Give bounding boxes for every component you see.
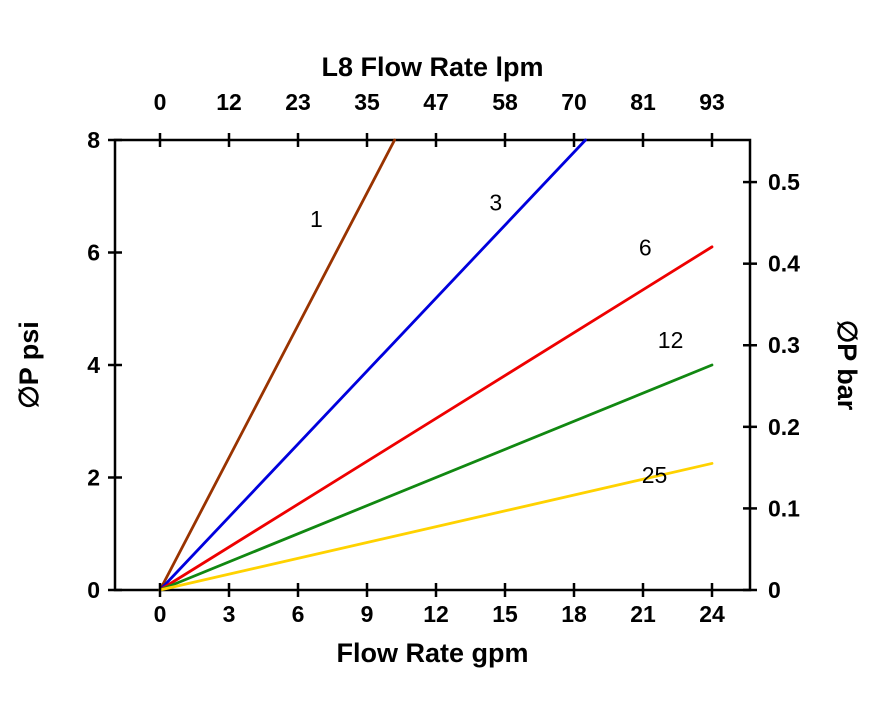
x-bottom-tick-label: 18 — [561, 601, 587, 627]
x-top-tick-label: 70 — [561, 89, 587, 115]
y-left-axis-title: ∅P psi — [14, 321, 44, 409]
series-label-12: 12 — [658, 327, 684, 353]
x-bottom-tick-label: 6 — [292, 601, 305, 627]
x-top-tick-label: 58 — [492, 89, 518, 115]
y-left-tick-label: 2 — [87, 465, 100, 491]
series-label-3: 3 — [489, 189, 502, 215]
series-line-6 — [158, 245, 714, 592]
x-bottom-tick-label: 0 — [154, 601, 167, 627]
y-left-tick-label: 6 — [87, 240, 100, 266]
y-right-tick-label: 0.2 — [768, 414, 800, 440]
x-top-tick-label: 35 — [354, 89, 380, 115]
y-right-tick-label: 0.3 — [768, 332, 800, 358]
y-left-tick-label: 0 — [87, 577, 100, 603]
x-bottom-tick-label: 21 — [630, 601, 656, 627]
x-bottom-tick-label: 3 — [223, 601, 236, 627]
x-top-axis-title: L8 Flow Rate lpm — [321, 52, 543, 82]
y-right-tick-label: 0 — [768, 577, 781, 603]
x-bottom-tick-label: 12 — [423, 601, 449, 627]
x-bottom-tick-label: 15 — [492, 601, 518, 627]
series-line-3 — [158, 138, 587, 592]
x-top-tick-label: 47 — [423, 89, 449, 115]
series-label-6: 6 — [639, 234, 652, 260]
x-top-tick-label: 0 — [154, 89, 167, 115]
series-label-1: 1 — [310, 206, 323, 232]
plot-border — [113, 138, 752, 592]
series-line-1 — [158, 138, 397, 592]
x-bottom-tick-label: 24 — [699, 601, 725, 627]
series-line-25 — [158, 462, 714, 592]
y-left-tick-label: 8 — [87, 127, 100, 153]
x-top-tick-label: 81 — [630, 89, 656, 115]
series-label-25: 25 — [642, 462, 668, 488]
y-left-tick-label: 4 — [87, 352, 100, 378]
y-right-tick-label: 0.4 — [768, 251, 800, 277]
x-bottom-axis-title: Flow Rate gpm — [336, 638, 528, 668]
y-right-tick-label: 0.5 — [768, 169, 800, 195]
x-top-tick-label: 93 — [699, 89, 725, 115]
y-right-tick-label: 0.1 — [768, 495, 800, 521]
x-top-tick-label: 23 — [285, 89, 311, 115]
y-right-axis-title: ∅P bar — [832, 320, 862, 411]
x-bottom-tick-label: 9 — [361, 601, 374, 627]
series-line-12 — [158, 363, 714, 592]
x-top-tick-label: 12 — [216, 89, 242, 115]
